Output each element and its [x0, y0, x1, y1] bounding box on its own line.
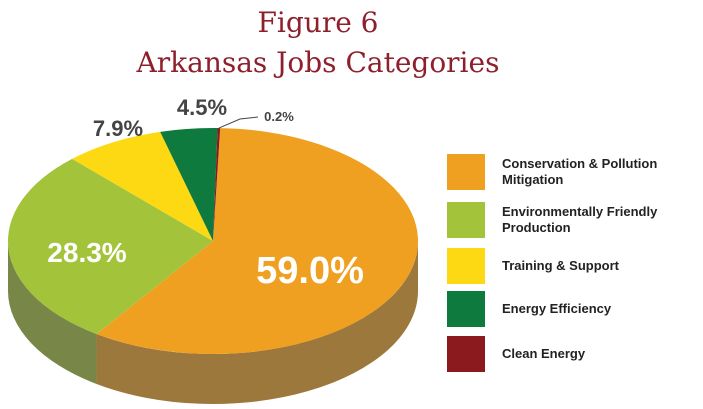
pie-side [96, 241, 419, 404]
pie-slice [213, 128, 221, 241]
legend-label: Conservation & Pollution Mitigation [502, 156, 658, 187]
data-label: 0.2% [264, 109, 294, 124]
legend-swatch [447, 202, 485, 238]
data-label: 59.0% [256, 250, 364, 292]
pie [8, 127, 419, 404]
pie-slice [72, 131, 214, 241]
pie-side [8, 241, 97, 384]
pie-slice [160, 127, 218, 241]
legend-label: Energy Efficiency [502, 301, 612, 316]
data-label: 7.9% [93, 116, 143, 141]
legend-label: Environmentally Friendly Production [502, 204, 658, 235]
chart-title: Figure 6 [257, 6, 378, 39]
legend-swatch [447, 248, 485, 284]
data-label: 28.3% [47, 237, 126, 268]
legend-label: Training & Support [502, 258, 619, 273]
legend-swatch [447, 291, 485, 327]
data-label: 4.5% [177, 95, 227, 120]
legend-swatch [447, 336, 485, 372]
leader-line [218, 116, 259, 129]
legend-label: Clean Energy [502, 346, 586, 361]
pie-slice [8, 158, 213, 334]
legend-swatch [447, 154, 485, 190]
pie-slice [96, 128, 419, 354]
chart-subtitle: Arkansas Jobs Categories [136, 46, 500, 79]
